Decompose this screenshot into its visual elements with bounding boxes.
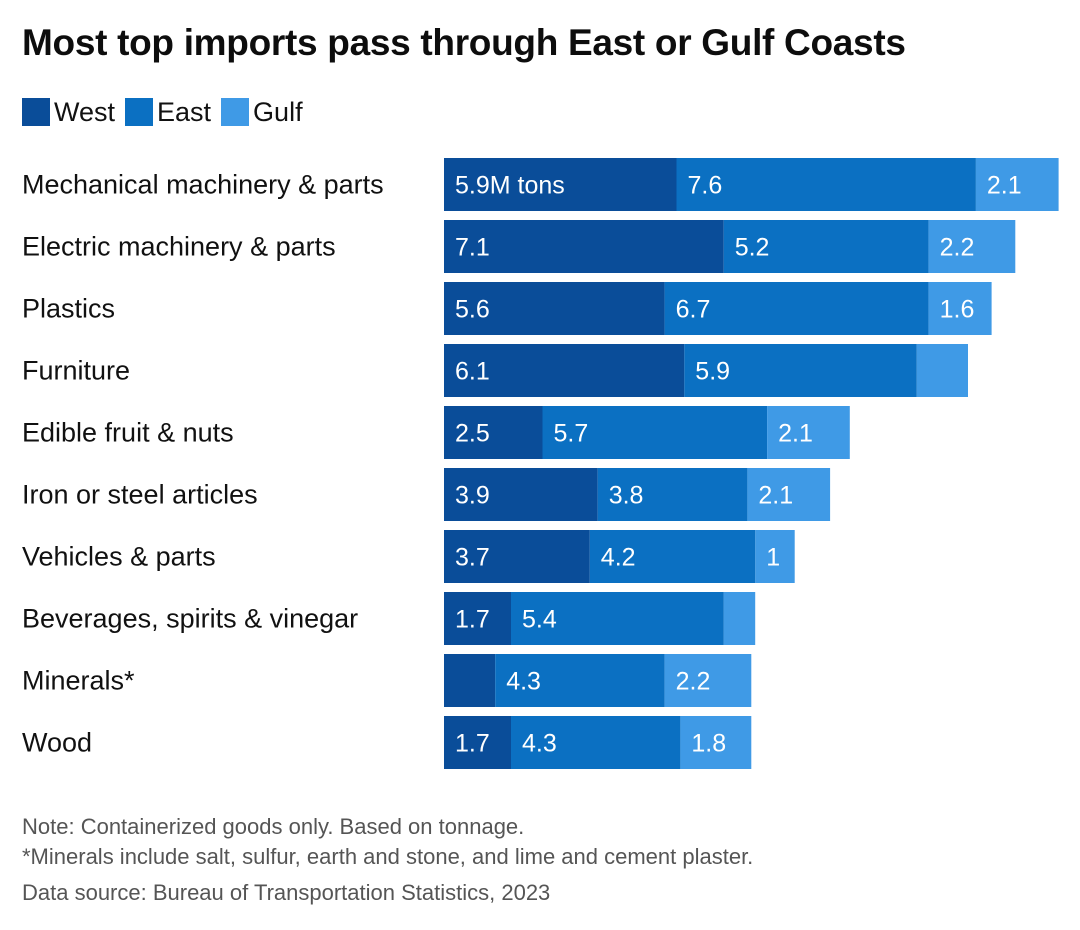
bar-segment-gulf	[664, 654, 752, 707]
bar-segment-west	[444, 592, 511, 645]
bar-segment-west	[444, 716, 511, 769]
bar-segment-east	[664, 282, 929, 335]
bar-segment-gulf	[916, 344, 968, 397]
legend-label-gulf: Gulf	[253, 96, 303, 127]
bar-segment-west	[444, 654, 496, 707]
category-label: Wood	[22, 728, 92, 758]
bar-segment-gulf	[767, 406, 850, 459]
legend-swatch-gulf	[221, 98, 250, 126]
data-label: 4.3	[506, 668, 541, 696]
data-label: 3.7	[455, 544, 490, 572]
data-label: 1.6	[940, 296, 975, 324]
data-label: 6.1	[455, 358, 490, 386]
bar-segment-east	[542, 406, 768, 459]
note-line: Note: Containerized goods only. Based on…	[22, 814, 525, 839]
data-label: 2.1	[778, 420, 813, 448]
bar-segment-west	[444, 282, 665, 335]
category-label: Iron or steel articles	[22, 480, 258, 510]
data-label: 5.4	[522, 606, 557, 634]
data-label: 5.9	[695, 358, 730, 386]
bar-segment-gulf	[680, 716, 752, 769]
category-label: Vehicles & parts	[22, 542, 216, 572]
bar-segment-gulf	[723, 592, 756, 645]
data-label: 2.2	[676, 668, 711, 696]
data-label: 6.7	[676, 296, 711, 324]
bar-segment-west	[444, 344, 685, 397]
bar-segment-east	[684, 344, 917, 397]
bar-segment-gulf	[928, 220, 1016, 273]
bar-segment-west	[444, 530, 590, 583]
legend-item-gulf: Gulf	[221, 97, 303, 128]
bar-segment-east	[511, 716, 681, 769]
category-label: Edible fruit & nuts	[22, 418, 234, 448]
data-label: 5.7	[554, 420, 589, 448]
legend: West East Gulf	[22, 95, 313, 129]
legend-label-west: West	[54, 96, 116, 127]
data-label: 1.8	[691, 730, 726, 758]
data-label: 2.5	[455, 420, 490, 448]
stacked-bar-chart: Mechanical machinery & parts 5.9M tons 7.6…	[22, 158, 1059, 769]
legend-swatch-east	[125, 98, 154, 126]
bar-segment-east	[597, 468, 748, 521]
bar-segment-east	[511, 592, 724, 645]
note-line: *Minerals include salt, sulfur, earth an…	[22, 844, 754, 869]
legend-item-west: West	[22, 97, 115, 128]
bar-segment-gulf	[755, 530, 795, 583]
data-label: 5.2	[735, 234, 770, 262]
data-label: 7.6	[688, 172, 723, 200]
data-label: 1.7	[455, 730, 490, 758]
data-label: 5.6	[455, 296, 490, 324]
data-label: 1	[766, 544, 780, 572]
category-label: Furniture	[22, 356, 130, 386]
bar-segment-gulf	[975, 158, 1059, 211]
data-label: 3.9	[455, 482, 490, 510]
data-label: 2.2	[940, 234, 975, 262]
category-label: Mechanical machinery & parts	[22, 170, 384, 200]
category-label: Plastics	[22, 294, 115, 324]
category-label: Beverages, spirits & vinegar	[22, 604, 358, 634]
data-label: 1.7	[455, 606, 490, 634]
category-label: Electric machinery & parts	[22, 232, 336, 262]
data-label: 4.3	[522, 730, 557, 758]
data-label: 4.2	[601, 544, 636, 572]
legend-item-east: East	[125, 97, 211, 128]
data-label: 7.1	[455, 234, 490, 262]
bar-segment-gulf	[928, 282, 992, 335]
chart-notes: Note: Containerized goods only. Based on…	[22, 812, 753, 872]
chart-title: Most top imports pass through East or Gu…	[22, 22, 906, 63]
bar-segment-west	[444, 406, 543, 459]
category-label: Minerals*	[22, 666, 135, 696]
bar-segment-west	[444, 158, 677, 211]
bar-segment-east	[723, 220, 929, 273]
bar-segment-east	[676, 158, 976, 211]
bar-segment-west	[444, 220, 724, 273]
legend-label-east: East	[157, 96, 212, 127]
data-label: 2.1	[758, 482, 793, 510]
bar-segment-gulf	[747, 468, 831, 521]
data-label: 3.8	[609, 482, 644, 510]
data-label: 5.9M tons	[455, 172, 565, 200]
data-source: Data source: Bureau of Transportation St…	[22, 880, 551, 905]
bar-segment-east	[589, 530, 756, 583]
legend-swatch-west	[22, 98, 50, 126]
bar-segment-west	[444, 468, 598, 521]
bar-segment-east	[495, 654, 665, 707]
data-label: 2.1	[987, 172, 1022, 200]
